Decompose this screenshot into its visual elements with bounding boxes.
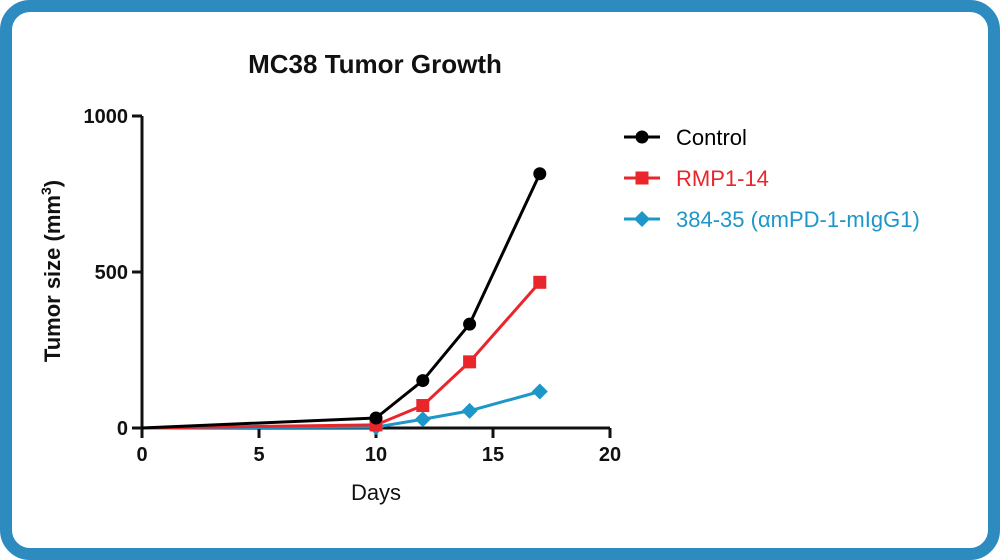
data-point xyxy=(416,374,430,388)
legend-marker xyxy=(635,171,649,185)
y-axis-label-superscript: 3 xyxy=(38,187,54,195)
data-point xyxy=(533,275,547,289)
x-tick-label: 15 xyxy=(482,444,504,466)
y-axis-label-main: Tumor size (mm xyxy=(40,195,65,362)
data-point xyxy=(416,399,430,413)
data-point xyxy=(463,355,477,369)
data-point xyxy=(463,317,477,331)
data-point xyxy=(369,411,383,425)
series-line xyxy=(141,173,542,430)
data-point xyxy=(414,411,431,428)
legend-item-2: RMP1-14 xyxy=(624,166,769,191)
data-point xyxy=(461,402,478,419)
series-layer xyxy=(141,167,548,436)
x-tick-label: 5 xyxy=(253,444,264,466)
series-line xyxy=(141,390,541,430)
y-axis-label-end: ) xyxy=(40,180,65,187)
x-tick-label: 0 xyxy=(136,444,147,466)
y-axis-label: Tumor size (mm3) xyxy=(38,180,65,362)
y-tick-label: 1000 xyxy=(84,106,129,128)
legend-label: Control xyxy=(676,125,747,150)
x-tick-label: 20 xyxy=(599,444,621,466)
data-point xyxy=(531,383,548,400)
y-tick-label: 500 xyxy=(95,262,128,284)
legend-marker xyxy=(635,130,649,144)
chart-title: MC38 Tumor Growth xyxy=(248,49,502,79)
series-1 xyxy=(141,167,547,430)
legend-item-1: Control xyxy=(624,125,747,150)
x-axis-label: Days xyxy=(351,480,401,505)
x-tick-label: 10 xyxy=(365,444,387,466)
legend-item-3: 384-35 (αmPD-1-mIgG1) xyxy=(624,207,920,232)
y-tick-label: 0 xyxy=(117,418,128,440)
legend-marker xyxy=(634,211,650,227)
data-point xyxy=(533,167,547,181)
legend: Control RMP1-14 384-35 (αmPD-1-mIgG1) xyxy=(624,125,920,232)
legend-label: RMP1-14 xyxy=(676,166,769,191)
legend-label: 384-35 (αmPD-1-mIgG1) xyxy=(676,207,920,232)
series-2 xyxy=(141,275,547,432)
